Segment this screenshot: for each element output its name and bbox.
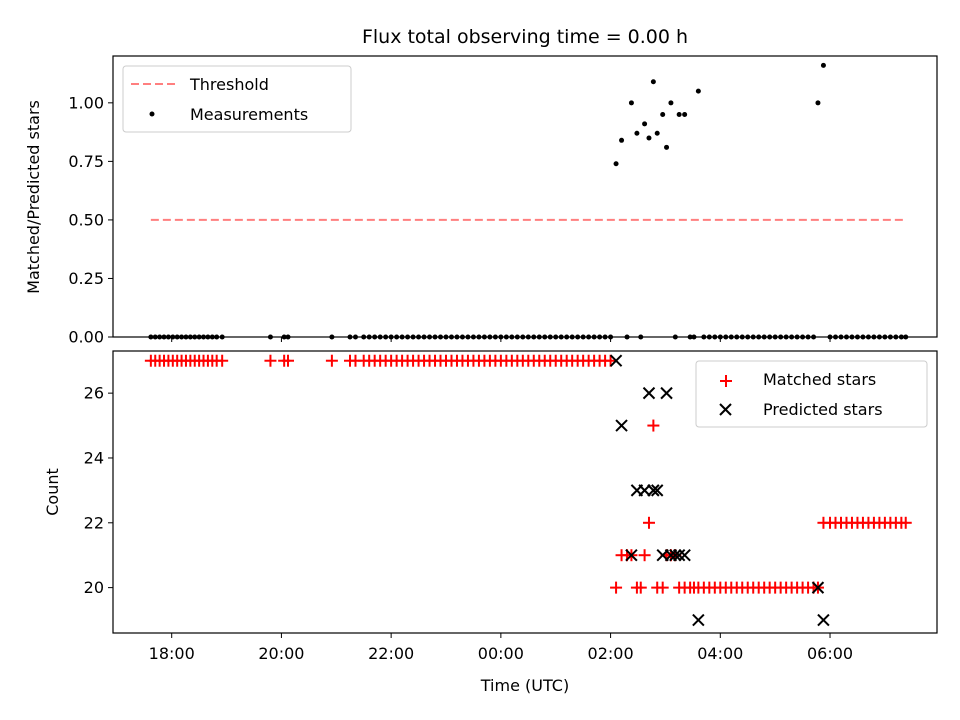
predicted-star-point [678,548,691,562]
measurement-point [695,88,701,94]
bottom-legend-box [695,360,928,428]
measurement-point [682,112,688,118]
bottom-y-tick-label: 22 [84,513,104,532]
predicted-star-point [625,548,638,562]
matched-star-point [264,354,277,367]
predicted-star-point [642,386,656,400]
measurement-point [676,112,682,118]
bottom-panel: 20 22 24 26 18:00 20:00 22:00 00:00 02:00 04:00 0… [43,350,938,695]
legend-matched-label: Matched stars [763,370,876,389]
top-y-tick-label: 0.00 [68,328,104,347]
top-y-tick-label: 0.25 [68,269,104,288]
bottom-y-ticks: 20 22 24 26 [84,384,113,597]
chart-title: Flux total observing time = 0.00 h [362,26,688,48]
top-legend: Threshold Measurements [122,65,352,133]
predicted-star-point [669,548,682,562]
measurement-point [646,135,652,141]
top-y-axis-label: Matched/Predicted stars [24,100,43,294]
predicted-star-point [651,484,664,497]
bottom-x-tick-label: 20:00 [258,644,304,663]
measurement-point [619,137,625,143]
matched-star-point [638,549,651,562]
legend-matched-swatch [720,375,732,387]
top-x-ticks [171,337,831,342]
bottom-plot-area [144,354,912,627]
bottom-x-tick-label: 00:00 [478,644,524,663]
matched-star-point [642,516,655,529]
top-y-ticks: 0.00 0.25 0.50 0.75 1.00 [68,93,113,347]
matched-star-point [282,354,295,367]
predicted-star-point [638,484,651,497]
legend-measurements-label: Measurements [190,105,308,124]
measurement-point [634,130,640,136]
predicted-star-point [672,548,686,562]
top-panel: Flux total observing time = 0.00 h 0.000… [24,26,938,347]
predicted-star-point [647,484,660,497]
top-axes-frame [112,55,938,338]
measurement-point [668,100,674,106]
bottom-x-tick-label: 18:00 [149,644,195,663]
bottom-x-tick-label: 22:00 [368,644,414,663]
top-y-tick-label: 1.00 [68,93,104,112]
measurement-point [660,112,666,118]
measurement-point [654,130,660,136]
bottom-axes-frame [112,350,938,634]
predicted-star-point [660,386,673,400]
measurement-point [815,100,821,106]
measurement-point [642,121,648,127]
bottom-x-tick-label: 02:00 [588,644,634,663]
bottom-x-tick-label: 06:00 [807,644,853,663]
bottom-x-ticks: 18:00 20:00 22:00 00:00 02:00 04:00 06:00 [149,633,853,663]
legend-predicted-swatch [719,403,732,416]
matched-star-point [899,516,912,529]
top-y-tick-label: 0.50 [68,210,104,229]
matched-star-point [604,354,617,367]
matched-star-point [216,354,229,367]
predicted-star-point [692,613,705,627]
bottom-legend: Matched stars Predicted stars [695,360,928,428]
top-y-tick-label: 0.75 [68,152,104,171]
legend-predicted-label: Predicted stars [763,400,883,419]
predicted-star-point [615,419,628,432]
bottom-y-tick-label: 24 [84,448,104,467]
measurement-point [628,100,634,106]
bottom-y-tick-label: 26 [84,384,104,403]
measurement-point [664,144,670,150]
bottom-y-axis-label: Count [43,468,62,516]
measurement-point [820,62,826,68]
matched-star-point [325,354,338,367]
legend-threshold-label: Threshold [189,75,269,94]
bottom-y-tick-label: 20 [84,578,104,597]
measurement-point [613,161,619,167]
matched-star-point [647,419,660,432]
matched-star-point [610,581,623,594]
predicted-star-point [609,354,623,367]
legend-measurements-swatch [149,111,155,117]
bottom-x-tick-label: 04:00 [697,644,743,663]
predicted-star-point [817,613,830,627]
top-legend-box [122,65,352,133]
bottom-x-axis-label: Time (UTC) [480,676,569,695]
measurement-point [650,79,656,85]
matched-star-point [656,581,669,594]
matched-star-point [634,581,647,594]
predicted-star-point [811,581,825,594]
